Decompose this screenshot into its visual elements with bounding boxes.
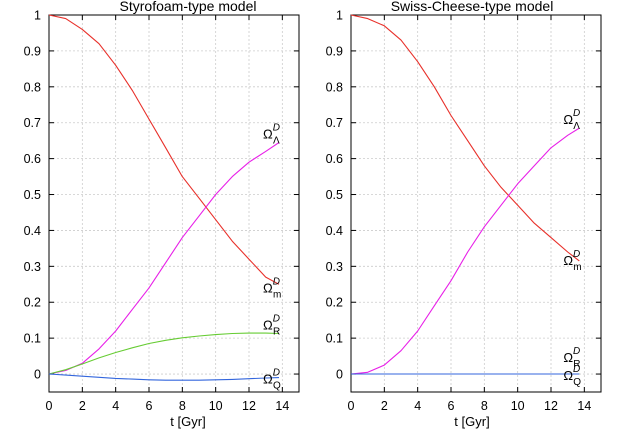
series-line-omega-q xyxy=(48,373,280,381)
x-tick-label: 12 xyxy=(242,399,256,413)
series-line-omega-m xyxy=(48,14,280,285)
series-label-omega-r: ΩD R xyxy=(263,313,280,337)
y-tick-label: 0.9 xyxy=(24,44,41,58)
y-tick-label: 0.6 xyxy=(24,152,41,166)
series-label-omega-r: ΩD R xyxy=(563,346,580,370)
x-tick-label: 14 xyxy=(275,399,289,413)
x-tick-label: 0 xyxy=(46,399,53,413)
series-label-omega-m: ΩD m xyxy=(563,249,581,273)
grid-swiss-cheese xyxy=(350,14,601,392)
series-labels-swiss-cheese: ΩD m ΩD Λ ΩD RΩD Q xyxy=(563,108,581,388)
series-swiss-cheese xyxy=(350,14,580,375)
series-line-omega-r xyxy=(48,332,280,375)
x-tick-label: 4 xyxy=(112,399,119,413)
chart-title-swiss-cheese: Swiss-Cheese-type model xyxy=(391,0,554,14)
y-tick-label: 0 xyxy=(34,368,41,382)
panel-styrofoam: Styrofoam-type model 0 2 4 6 8 10 12 1400.10.20… xyxy=(24,0,300,429)
x-tick-label: 10 xyxy=(209,399,223,413)
y-tick-label: 0.3 xyxy=(326,260,343,274)
x-tick-label: 4 xyxy=(414,399,421,413)
x-tick-label: 8 xyxy=(179,399,186,413)
y-tick-label: 0.6 xyxy=(326,152,343,166)
x-tick-label: 0 xyxy=(348,399,355,413)
x-axis-label-swiss-cheese: t [Gyr] xyxy=(454,414,489,429)
series-line-omega-m xyxy=(350,14,580,262)
ticks-swiss-cheese: 0 2 4 6 8 10 12 14 0 0.1 0.2 0.3 0.4 0.5 0.6 0.7 0.8 0.9 1 xyxy=(326,9,601,413)
grid-styrofoam xyxy=(48,14,299,392)
y-tick-label: 0.5 xyxy=(326,188,343,202)
series-labels-styrofoam: ΩD m ΩD Λ ΩD R ΩD Q xyxy=(263,122,281,391)
x-tick-label: 12 xyxy=(544,399,558,413)
x-tick-label: 14 xyxy=(577,399,591,413)
series-line-omega-lambda xyxy=(48,142,280,375)
y-tick-label: 0 xyxy=(336,368,343,382)
series-label-omega-lambda: ΩD Λ xyxy=(563,108,580,132)
series-styrofoam xyxy=(48,14,280,381)
x-tick-label: 8 xyxy=(481,399,488,413)
y-tick-label: 0.7 xyxy=(326,116,343,130)
y-tick-label: 0.9 xyxy=(326,44,343,58)
y-tick-label: 0.4 xyxy=(24,224,41,238)
plot-frame-swiss-cheese xyxy=(350,14,602,393)
y-tick-label: 0.2 xyxy=(24,296,41,310)
x-tick-label: 2 xyxy=(381,399,388,413)
y-tick-label: 0.1 xyxy=(326,332,343,346)
panel-swiss-cheese: Swiss-Cheese-type model 0 2 4 6 8 10 12 1400.10… xyxy=(326,0,602,429)
series-label-omega-q: ΩD Q xyxy=(563,364,581,388)
series-label-omega-m: ΩD m xyxy=(263,276,281,300)
plot-frame-styrofoam xyxy=(48,14,300,393)
x-axis-label-styrofoam: t [Gyr] xyxy=(170,414,205,429)
y-tick-label: 1 xyxy=(34,9,41,23)
series-label-omega-lambda: ΩD Λ xyxy=(263,122,280,146)
y-tick-label: 0.3 xyxy=(24,260,41,274)
series-line-omega-lambda xyxy=(350,127,580,375)
y-tick-label: 0.8 xyxy=(326,80,343,94)
series-label-omega-q: ΩD Q xyxy=(263,368,281,392)
y-tick-label: 0.8 xyxy=(24,80,41,94)
y-tick-label: 0.7 xyxy=(24,116,41,130)
x-tick-label: 6 xyxy=(146,399,153,413)
x-tick-label: 2 xyxy=(79,399,86,413)
y-tick-label: 0.5 xyxy=(24,188,41,202)
y-tick-label: 0.4 xyxy=(326,224,343,238)
x-tick-label: 10 xyxy=(511,399,525,413)
y-tick-label: 0.1 xyxy=(24,332,41,346)
x-tick-label: 6 xyxy=(448,399,455,413)
ticks-styrofoam: 0 2 4 6 8 10 12 14 0 0.1 0.2 0.3 0.4 0.5 0.6 0.7 0.8 0.9 1 xyxy=(24,9,299,413)
chart-title-styrofoam: Styrofoam-type model xyxy=(120,0,257,14)
y-tick-label: 0.2 xyxy=(326,296,343,310)
y-tick-label: 1 xyxy=(336,9,343,23)
